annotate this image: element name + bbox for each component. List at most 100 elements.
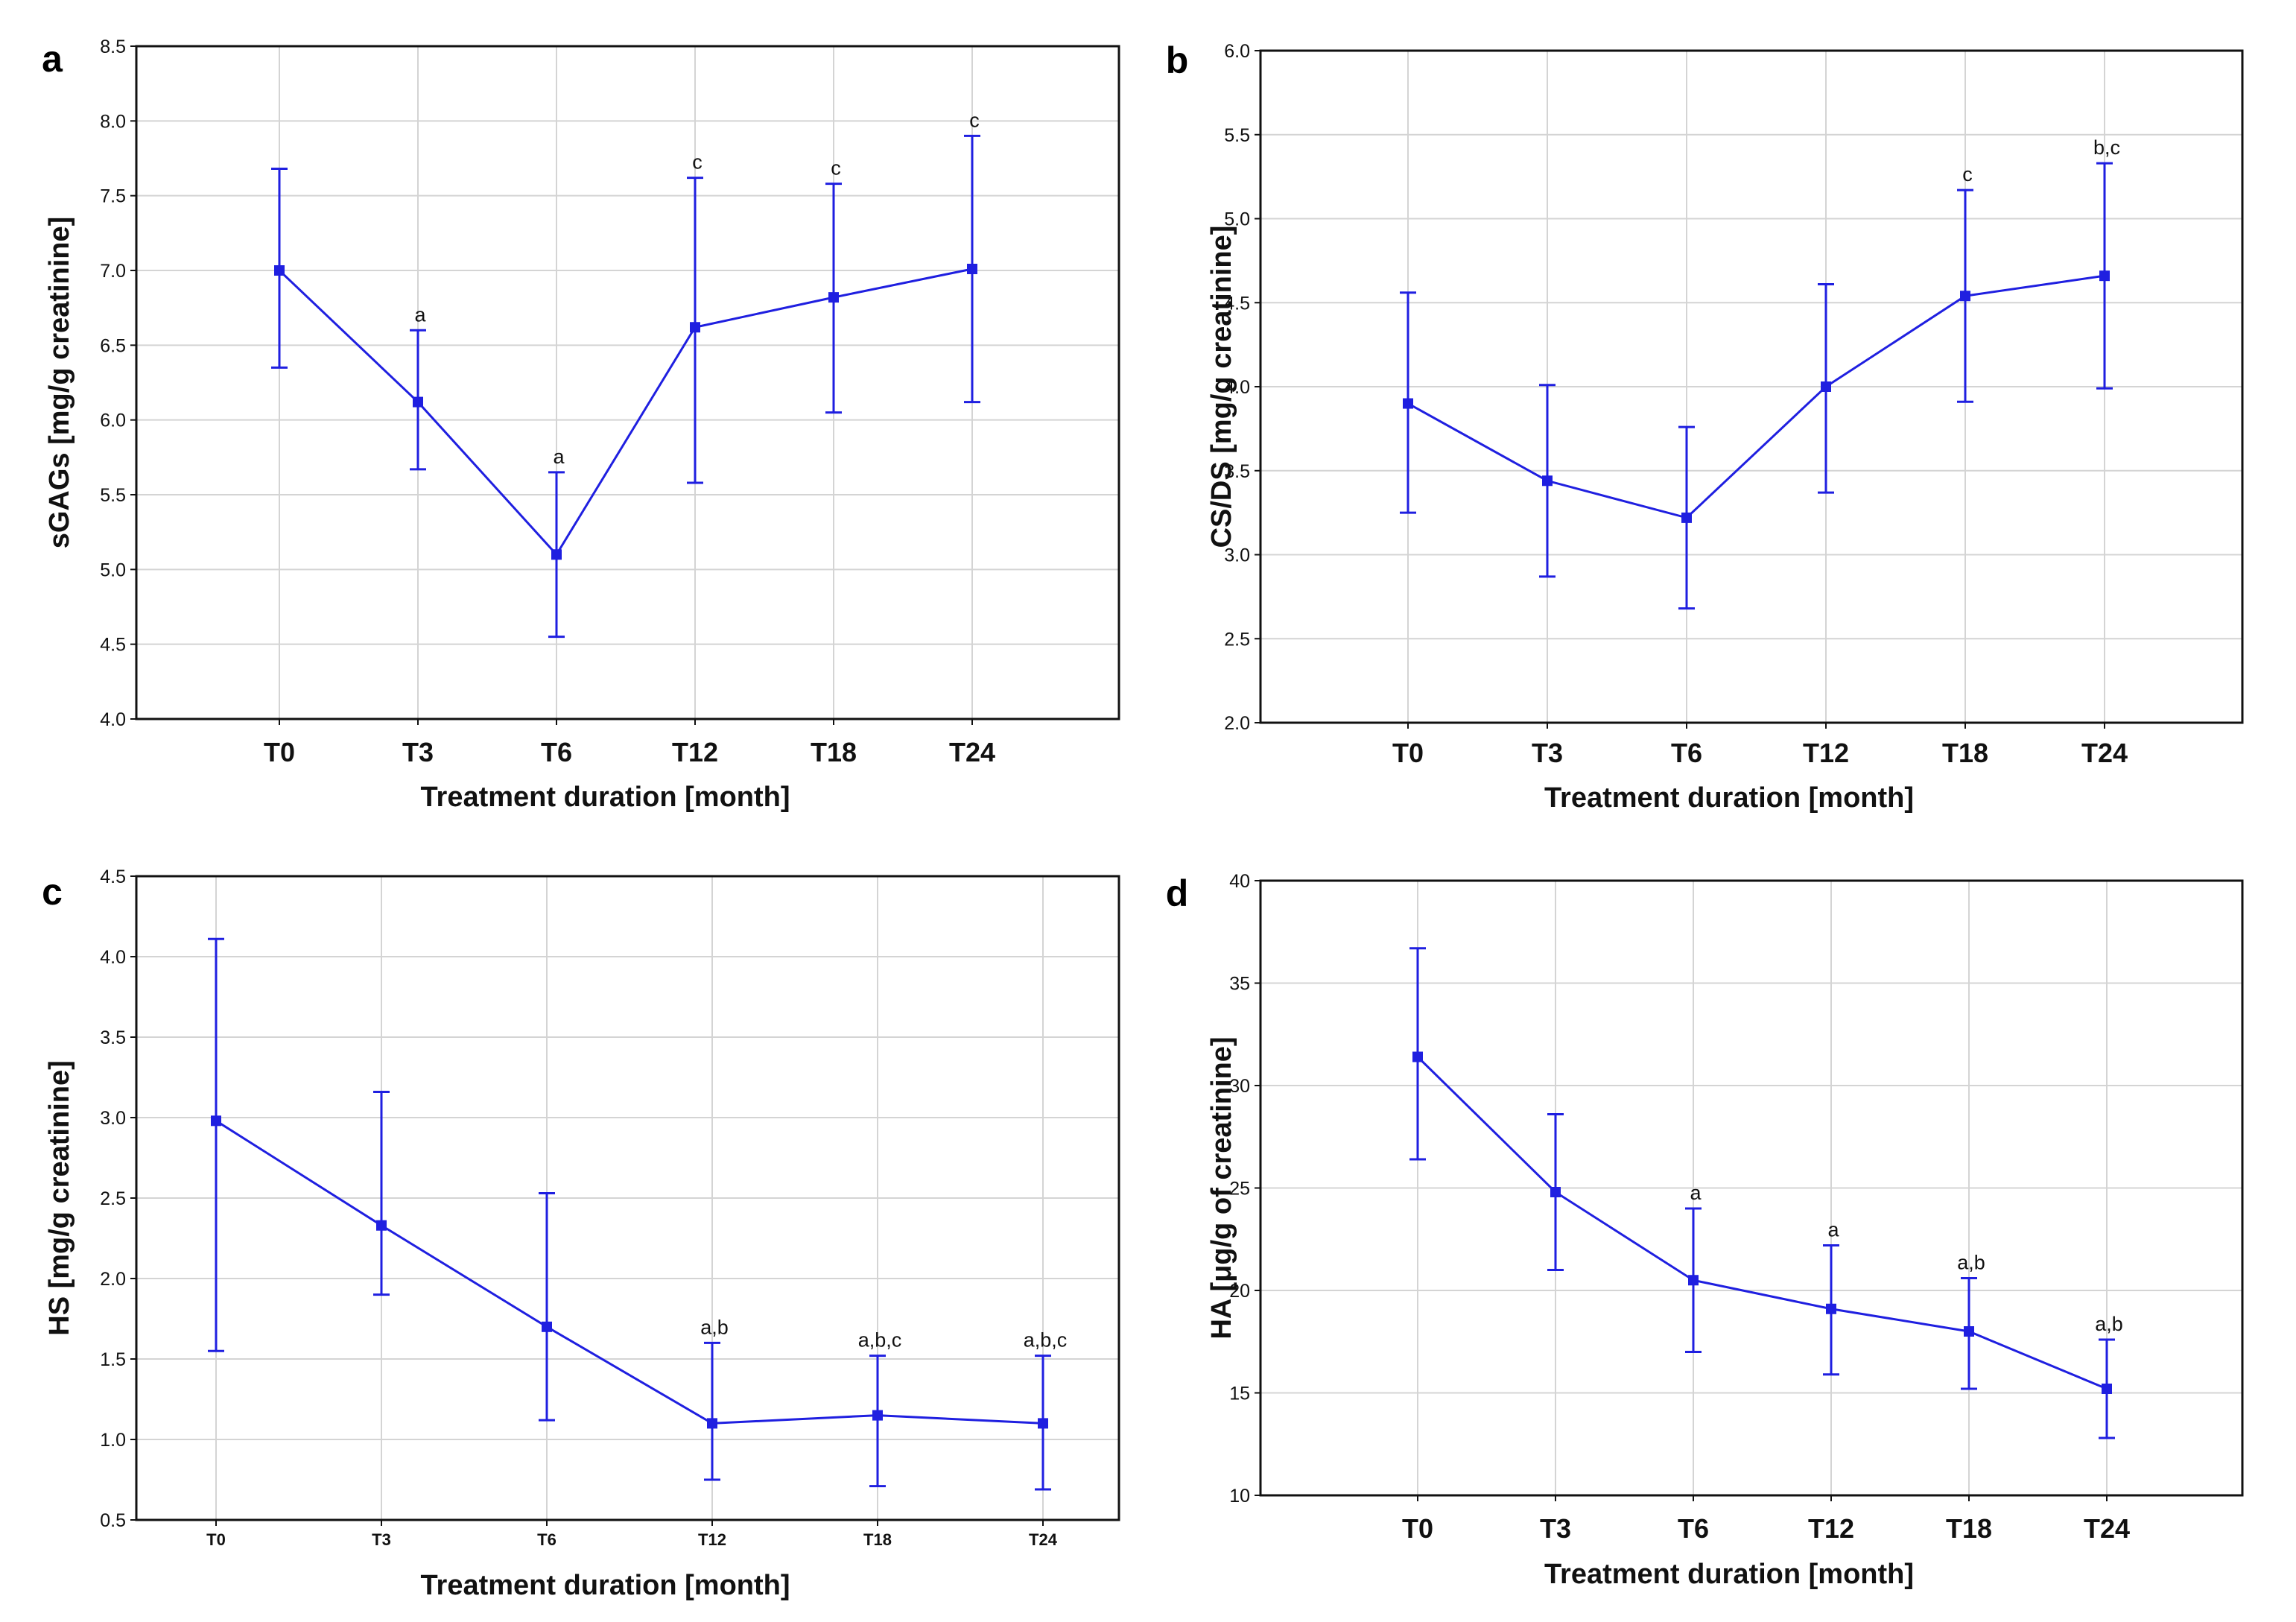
y-tick-label: 8.5 [100, 37, 126, 57]
x-tick-label: T18 [811, 737, 857, 767]
y-axis-label: sGAGs [mg/g creatinine] [44, 217, 75, 549]
significance-label: c [1962, 163, 1973, 186]
y-tick-label: 4.0 [100, 947, 126, 968]
significance-label: a [1690, 1182, 1702, 1204]
y-tick-label: 1.0 [100, 1430, 126, 1451]
x-tick-label: T18 [1942, 738, 1988, 768]
y-tick-label: 4.5 [100, 867, 126, 887]
y-axis-label: HA [μg/g of creatinine] [1206, 1036, 1237, 1339]
x-tick-label: T18 [863, 1530, 892, 1549]
series-line [278, 267, 973, 557]
data-point [551, 549, 562, 560]
data-point [413, 396, 423, 408]
y-tick-label: 25 [1229, 1179, 1250, 1200]
plot-frame [135, 45, 1120, 720]
x-tick-label: T24 [2081, 738, 2128, 768]
data-point [1826, 1303, 1836, 1314]
x-axis-label: Treatment duration [month] [1544, 782, 1914, 814]
x-axis-label: Treatment duration [month] [1544, 1559, 1914, 1590]
x-tick-label: T0 [264, 737, 295, 767]
significance-label: c [692, 151, 703, 174]
y-tick-label: 4.5 [1224, 293, 1250, 314]
y-tick-label: 8.0 [100, 111, 126, 132]
y-tick-label: 1.5 [100, 1349, 126, 1370]
data-point [707, 1418, 717, 1429]
significance-label: a,b [2095, 1313, 2123, 1335]
significance-label: a,b,c [858, 1329, 902, 1352]
data-point [690, 322, 700, 333]
x-tick-label: T24 [2084, 1513, 2130, 1544]
y-tick-label: 6.0 [1224, 41, 1250, 62]
y-tick-label: 3.0 [100, 1108, 126, 1129]
y-axis-label: CS/DS [mg/g creatinine] [1206, 226, 1237, 548]
x-tick-label: T6 [541, 737, 572, 767]
y-tick-label: 5.0 [1224, 209, 1250, 230]
y-tick-label: 10 [1229, 1486, 1250, 1507]
data-point [1960, 291, 1970, 302]
data-point [1412, 1051, 1423, 1062]
panel-c: 0.5 1.0 1.5 2.0 2.5 3.0 3.5 4.0 4.5 T0 T3 T6 T12 T18 T… [42, 867, 1120, 1601]
data-point [1688, 1275, 1699, 1286]
significance-label: a,b [1957, 1252, 1985, 1274]
y-tick-label: 3.5 [1224, 461, 1250, 482]
data-point [828, 292, 839, 303]
y-tick-label: 4.0 [100, 709, 126, 730]
series-line [1407, 274, 2105, 519]
data-point [1038, 1418, 1048, 1429]
data-point [2099, 270, 2110, 282]
significance-label: a,b,c [1024, 1329, 1068, 1352]
y-tick-label: 5.5 [100, 485, 126, 506]
significance-label: b,c [2093, 136, 2120, 159]
x-tick-label: T12 [1803, 738, 1849, 768]
x-tick-label: T3 [1540, 1513, 1571, 1544]
x-tick-label: T6 [1671, 738, 1702, 768]
panel-d: 10 15 20 25 30 35 40 T0 T3 T6 T12 T18 T24 Treatment d… [1166, 871, 2244, 1590]
data-point [1403, 398, 1413, 409]
significance-label: a,b [700, 1316, 729, 1338]
y-tick-label: 0.5 [100, 1510, 126, 1531]
x-tick-label: T0 [1392, 738, 1424, 768]
x-tick-label: T12 [1808, 1513, 1854, 1544]
y-tick-label: 5.0 [100, 560, 126, 580]
panel-label: b [1166, 39, 1189, 81]
data-point [967, 263, 977, 274]
y-tick-label: 6.0 [100, 411, 126, 431]
y-tick-label: 5.5 [1224, 125, 1250, 146]
y-tick-label: 7.5 [100, 186, 126, 207]
data-point [274, 265, 285, 276]
y-tick-label: 2.0 [100, 1269, 126, 1290]
y-axis-label: HS [mg/g creatinine] [44, 1060, 75, 1336]
panel-label: d [1166, 872, 1189, 914]
data-point [872, 1410, 883, 1421]
x-axis-label: Treatment duration [month] [420, 782, 790, 813]
y-tick-label: 3.0 [1224, 545, 1250, 566]
data-point [1964, 1326, 1974, 1337]
series-line [1416, 1056, 2108, 1390]
panel-label: a [42, 38, 63, 80]
x-tick-label: T24 [1029, 1530, 1058, 1549]
data-point [1542, 475, 1553, 487]
y-tick-label: 40 [1229, 871, 1250, 892]
data-point [1550, 1187, 1561, 1197]
panel-label: c [42, 871, 63, 913]
y-tick-label: 4.5 [100, 635, 126, 656]
y-tick-label: 2.5 [1224, 629, 1250, 650]
y-tick-label: 30 [1229, 1076, 1250, 1097]
x-tick-label: T3 [372, 1530, 391, 1549]
data-point [211, 1115, 221, 1127]
x-tick-label: T0 [206, 1530, 226, 1549]
x-tick-label: T0 [1402, 1513, 1433, 1544]
x-axis-label: Treatment duration [month] [420, 1570, 790, 1601]
x-tick-label: T12 [698, 1530, 726, 1549]
y-tick-label: 2.5 [100, 1188, 126, 1209]
significance-label: a [553, 446, 565, 468]
panel-a: 4.0 4.5 5.0 5.5 6.0 6.5 7.0 7.5 8.0 8.5 T0 T3 T6 T12 T… [42, 37, 1120, 813]
significance-label: c [831, 157, 841, 180]
data-point [1821, 381, 1831, 392]
significance-label: a [414, 303, 426, 326]
significance-label: c [969, 109, 980, 131]
x-tick-label: T3 [1532, 738, 1563, 768]
series-line [215, 1120, 1044, 1425]
data-point [376, 1220, 387, 1231]
